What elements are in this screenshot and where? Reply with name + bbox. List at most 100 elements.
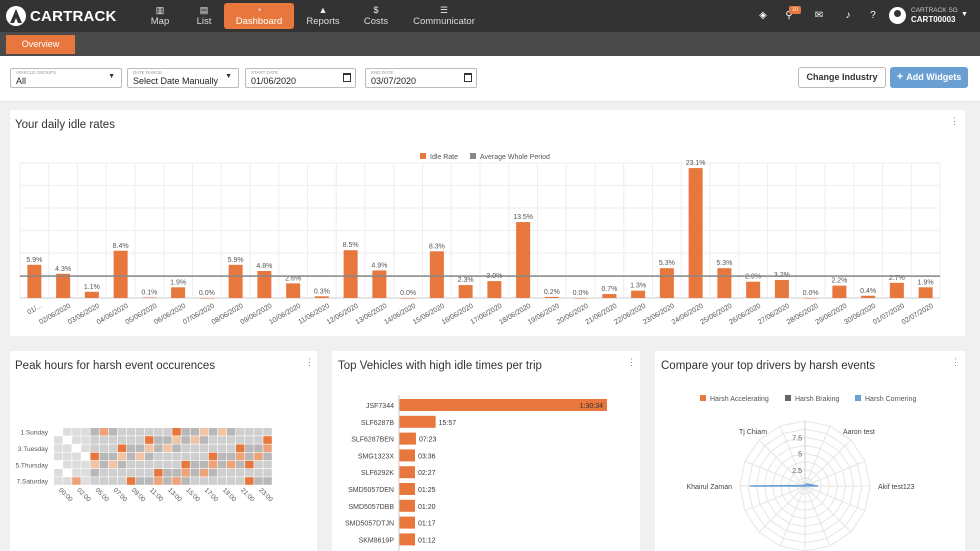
heat-cell: [117, 469, 127, 477]
kebab-menu-icon[interactable]: ⋮: [950, 117, 959, 126]
heat-cell: [90, 460, 99, 469]
heat-cell: [72, 460, 81, 469]
bar-10-06-2020: [286, 283, 301, 298]
nav-item-communicator[interactable]: ☰ Communicator: [408, 3, 480, 29]
heat-cell: [181, 477, 190, 485]
bar-05-06-2020: [142, 297, 157, 298]
vehicle-value-label: 01:17: [418, 521, 436, 528]
heat-hour-label: 23:00: [257, 487, 274, 504]
x-tick-label: 06/06/2020: [153, 303, 187, 327]
avatar[interactable]: [889, 7, 906, 24]
kebab-menu-icon[interactable]: ⋮: [627, 358, 636, 367]
bar-15-06-2020: [429, 251, 444, 298]
data-label: 0.0%: [199, 290, 215, 297]
nav-item-costs[interactable]: $ Costs: [357, 3, 395, 29]
change-industry-button[interactable]: Change Industry: [798, 67, 886, 88]
mail-icon[interactable]: ✉: [814, 10, 824, 21]
nav-item-label: Map: [150, 15, 170, 27]
data-label: 0.2%: [544, 289, 560, 296]
nav-item-label: Reports: [306, 15, 340, 27]
heat-cell: [181, 452, 190, 461]
search-icon[interactable]: ⚲: [785, 10, 793, 21]
bar-19-06-2020: [544, 296, 559, 298]
heat-cell: [208, 436, 218, 444]
heat-cell: [190, 477, 199, 485]
heat-cell: [181, 444, 190, 452]
heat-cell: [163, 444, 172, 452]
vehicle-label: SLF6287BEN: [351, 437, 394, 444]
data-label: 8.4%: [113, 243, 129, 250]
heat-cell: [145, 436, 154, 444]
kebab-menu-icon[interactable]: ⋮: [951, 358, 960, 367]
vehicle-label: SMD5057DEN: [348, 487, 394, 494]
heat-row-label: 5.Thursday: [15, 462, 48, 469]
calendar-icon[interactable]: [464, 73, 472, 82]
top-vehicles-title: Top Vehicles with high idle times per tr…: [338, 360, 542, 372]
bar-23-06-2020: [659, 268, 674, 298]
nav-item-label: Communicator: [413, 15, 475, 27]
nav-item-dashboard[interactable]: ◔ Dashboard: [224, 3, 294, 29]
data-label: 4.9%: [371, 262, 387, 269]
heat-cell: [72, 428, 81, 436]
radar-spoke: [758, 439, 806, 487]
heat-cell: [163, 469, 172, 477]
legend-label-harsh-cornering: Harsh Cornering: [865, 396, 916, 403]
bar-12-06-2020: [343, 250, 358, 298]
heat-cell: [190, 436, 199, 444]
peak-hours-title: Peak hours for harsh event occurences: [15, 360, 216, 372]
tab-overview[interactable]: Overview: [6, 35, 75, 54]
heat-hour-label: 00:00: [57, 487, 74, 504]
heat-cell: [254, 469, 263, 477]
cartrack-logo[interactable]: CARTRACK: [5, 4, 117, 28]
nav-item-reports[interactable]: ▲ Reports: [303, 3, 343, 29]
heat-cell: [154, 436, 163, 444]
heat-hour-label: 17:00: [203, 487, 220, 504]
heat-cell: [154, 444, 163, 452]
x-tick-label: 30/06/2020: [843, 303, 877, 327]
vehicle-value-label: 03:36: [418, 453, 436, 460]
data-label: 0.3%: [314, 288, 330, 295]
kebab-menu-icon[interactable]: ⋮: [305, 358, 314, 367]
communicator-icon: ☰: [439, 4, 449, 15]
heat-cell: [90, 477, 99, 485]
bar-02-06-2020: [56, 273, 71, 298]
user-menu-caret-icon[interactable]: ▼: [961, 11, 968, 18]
heat-cell: [226, 428, 236, 436]
heat-cell: [135, 469, 145, 477]
help-icon[interactable]: ?: [870, 10, 876, 21]
heat-cell: [208, 469, 218, 477]
heat-cell: [135, 428, 145, 436]
bar-14-06-2020: [401, 298, 416, 299]
end-date-field[interactable]: END DATE 03/07/2020: [365, 68, 477, 88]
x-tick-label: 01/...: [26, 303, 43, 317]
bell-icon[interactable]: ♪: [845, 10, 851, 21]
calendar-icon[interactable]: [343, 73, 351, 82]
heat-cell: [217, 428, 227, 436]
shield-icon[interactable]: ◈: [759, 10, 767, 21]
top-vehicles-chart: JSF7344 1:30:34 SLF6287B 15:57 SLF6287BEN 07:…: [345, 395, 607, 551]
heat-cell: [172, 477, 181, 485]
bar-01: [27, 264, 42, 298]
radar-spoke: [804, 485, 831, 547]
start-date-field[interactable]: START DATE 01/06/2020: [245, 68, 356, 88]
heat-cell: [181, 436, 190, 444]
vehicle-bar-slf6292k: [399, 466, 415, 479]
bar-02-07-2020: [918, 287, 933, 298]
x-tick-label: 11/06/2020: [297, 303, 330, 326]
vehicle-bar-smg1323x: [399, 449, 415, 462]
x-tick-label: 17/06/2020: [470, 303, 504, 327]
nav-item-list[interactable]: ▤ List: [184, 3, 224, 29]
vehicle-value-label: 07:23: [419, 437, 437, 444]
heat-cell: [81, 436, 90, 444]
add-widgets-button[interactable]: + Add Widgets: [890, 67, 968, 88]
vehicle-groups-select[interactable]: VEHICLE GROUPS All ▼: [10, 68, 122, 88]
heat-cell: [117, 452, 127, 461]
nav-item-map[interactable]: ▥ Map: [140, 3, 180, 29]
vehicle-label: SLF6292K: [361, 470, 394, 477]
radar-spoke: [744, 485, 806, 512]
heat-cell: [254, 452, 263, 461]
heat-cell: [226, 477, 236, 485]
data-label: 1.9%: [170, 279, 186, 286]
date-range-select[interactable]: DATE RANGE Select Date Manually ▼: [127, 68, 239, 88]
heat-cell: [63, 469, 72, 477]
